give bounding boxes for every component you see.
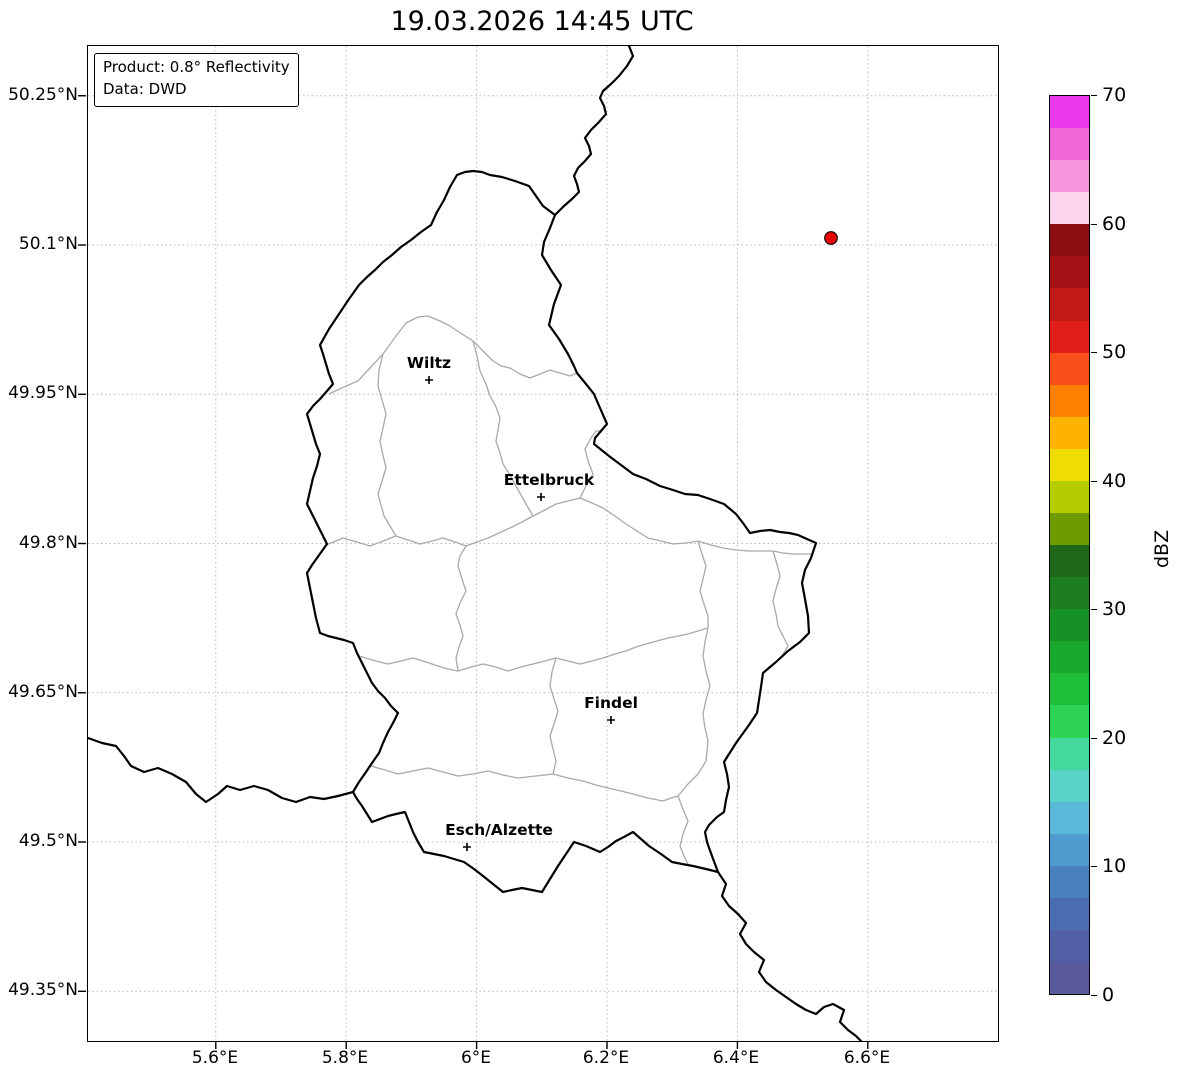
- colorbar-band: [1050, 577, 1089, 610]
- info-box-source: Data: DWD: [103, 79, 187, 98]
- colorbar-band: [1050, 865, 1089, 898]
- y-tick-label: 50.1°N: [18, 234, 78, 254]
- colorbar-band: [1050, 480, 1089, 514]
- colorbar-band: [1050, 256, 1089, 289]
- y-tick-label: 49.8°N: [18, 533, 78, 553]
- city-marker-icon: [425, 376, 433, 384]
- city-findel: Findel: [584, 694, 638, 724]
- france-belgium-border: [86, 736, 355, 804]
- city-wiltz: Wiltz: [407, 354, 451, 384]
- y-tick-label: 49.5°N: [18, 831, 78, 851]
- plot-area: Product: 0.8° Reflectivity Data: DWD: [78, 44, 999, 1049]
- colorbar-band: [1050, 384, 1089, 417]
- colorbar-band: [1050, 352, 1089, 385]
- x-tick-label: 6.4°E: [712, 1048, 760, 1068]
- colorbar-band: [1050, 545, 1089, 578]
- colorbar-unit-label: dBZ: [1151, 529, 1173, 568]
- colorbar-band: [1050, 416, 1089, 449]
- axis-ticks: [78, 95, 869, 1049]
- colorbar-band: [1050, 962, 1089, 995]
- y-tick-label: 49.35°N: [8, 980, 78, 1000]
- belgium-germany-border: [553, 44, 635, 217]
- colorbar-band: [1050, 930, 1089, 963]
- colorbar-band: [1050, 513, 1089, 546]
- city-ettelbruck: Ettelbruck: [504, 471, 595, 501]
- colorbar-band: [1050, 897, 1089, 931]
- colorbar-band: [1050, 448, 1089, 481]
- x-tick-label: 6.6°E: [843, 1048, 891, 1068]
- canton-borders: [325, 315, 812, 865]
- x-tick-label: 6.2°E: [582, 1048, 630, 1068]
- info-box-product: Product: 0.8° Reflectivity: [103, 58, 290, 76]
- y-tick-label: 49.65°N: [8, 682, 78, 702]
- colorbar-band: [1050, 192, 1089, 225]
- colorbar-band: [1050, 705, 1089, 738]
- colorbar-band: [1050, 737, 1089, 770]
- colorbar-band: [1050, 833, 1089, 866]
- colorbar-band: [1050, 641, 1089, 674]
- colorbar-band: [1050, 320, 1089, 353]
- x-tick-label: 5.8°E: [321, 1048, 369, 1068]
- colorbar-band: [1050, 288, 1089, 321]
- colorbar-tick-label: 30: [1091, 598, 1126, 620]
- colorbar-band: [1050, 128, 1089, 161]
- colorbar-band: [1050, 673, 1089, 706]
- colorbar-band: [1050, 609, 1089, 642]
- colorbar-tick-label: 70: [1091, 84, 1126, 106]
- radar-echo-point: [824, 231, 838, 245]
- luxembourg-border: [305, 169, 818, 894]
- timestamp-title: 19.03.2026 14:45 UTC: [390, 6, 694, 37]
- colorbar-band: [1050, 801, 1089, 834]
- colorbar-band: [1050, 96, 1089, 129]
- colorbar-tick-label: 40: [1091, 470, 1126, 492]
- city-label: Ettelbruck: [504, 471, 595, 489]
- national-borders: [86, 44, 863, 1043]
- colorbar-gradient: [1049, 95, 1090, 995]
- y-tick-label: 49.95°N: [8, 383, 78, 403]
- city-label: Esch/Alzette: [445, 821, 553, 839]
- city-marker-icon: [463, 843, 471, 851]
- city-marker-icon: [607, 716, 615, 724]
- france-germany-border: [716, 870, 863, 1043]
- colorbar-tick-label: 60: [1091, 213, 1126, 235]
- x-tick-label: 6°E: [460, 1048, 492, 1068]
- city-label: Wiltz: [407, 354, 451, 372]
- colorbar-band: [1050, 224, 1089, 257]
- info-box: Product: 0.8° Reflectivity Data: DWD: [94, 53, 299, 107]
- map-svg: Wiltz Ettelbruck Findel Esch/Alzette: [78, 44, 998, 1049]
- city-esch-alzette: Esch/Alzette: [445, 821, 553, 851]
- y-tick-label: 50.25°N: [8, 85, 78, 105]
- colorbar-tick-label: 0: [1091, 984, 1114, 1006]
- colorbar-tick-label: 10: [1091, 855, 1126, 877]
- city-label: Findel: [584, 694, 638, 712]
- colorbar-tick-label: 50: [1091, 341, 1126, 363]
- colorbar-tick-label: 20: [1091, 727, 1126, 749]
- colorbar-band: [1050, 769, 1089, 802]
- city-marker-icon: [537, 493, 545, 501]
- x-tick-label: 5.6°E: [191, 1048, 239, 1068]
- colorbar-band: [1050, 160, 1089, 193]
